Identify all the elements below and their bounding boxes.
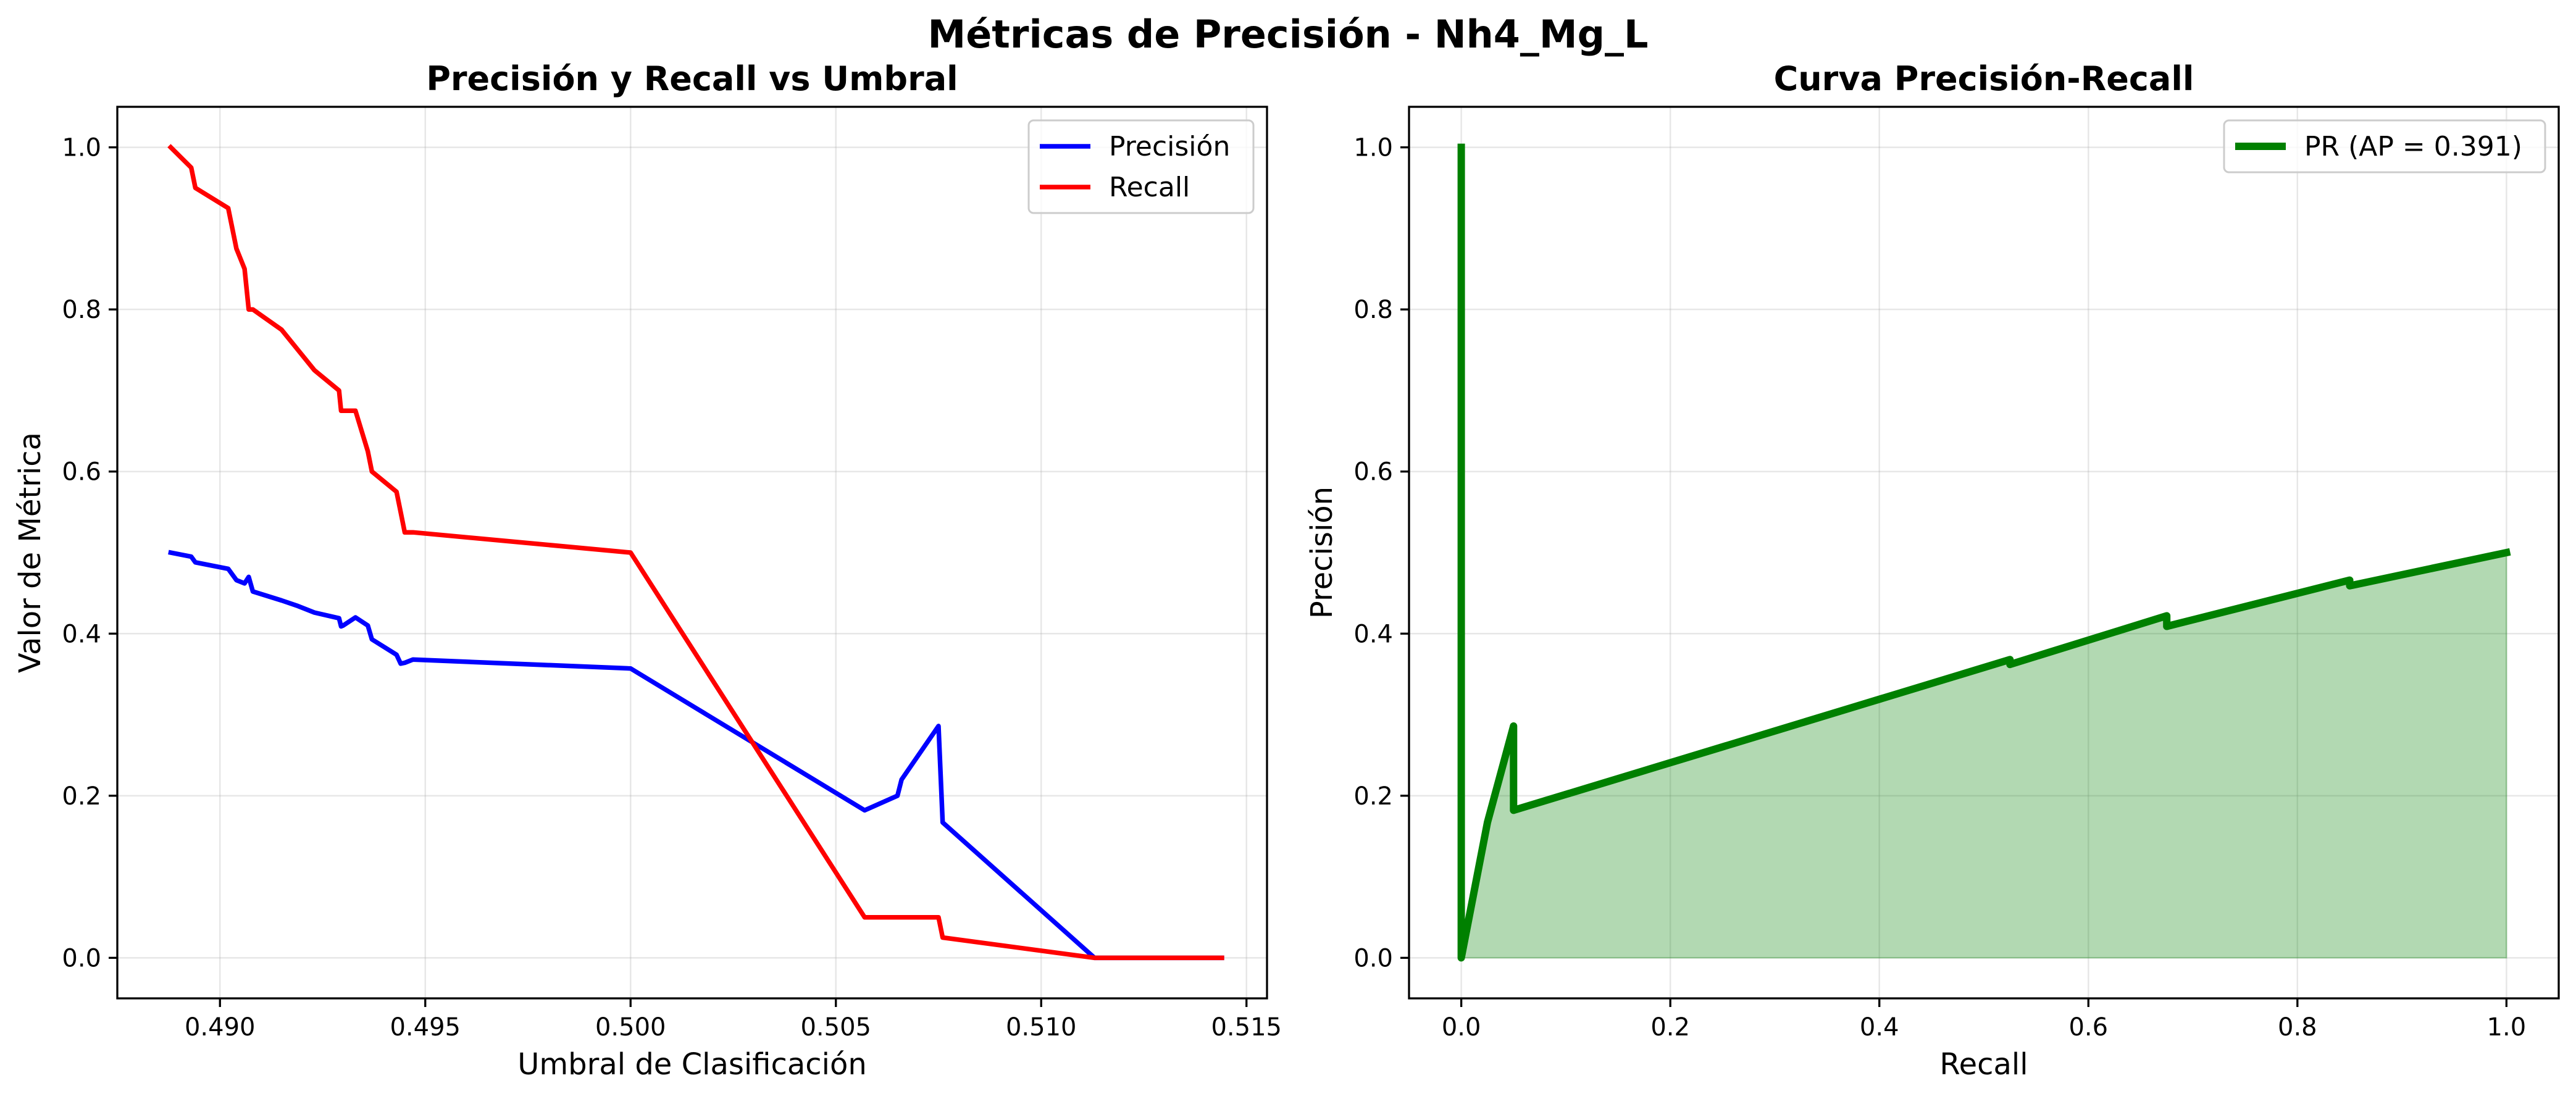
chart-2-x-tick-label: 1.0 xyxy=(2487,1013,2527,1042)
chart-1-x-tick-label: 0.510 xyxy=(1006,1013,1077,1042)
precision-recall-curve-chart: Curva Precisión-Recall 0.0 0.2 0.4 0.6 0.8 1.0… xyxy=(1305,59,2560,1082)
chart-2-x-tick-label: 0.6 xyxy=(2068,1013,2108,1042)
chart-2-x-tick-label: 0.0 xyxy=(1442,1013,1481,1042)
chart-2-series-line-1 xyxy=(1457,143,2511,962)
chart-2-y-tick-label: 0.6 xyxy=(1353,458,1393,487)
figure-title: Métricas de Precisión - Nh4_Mg_L xyxy=(928,12,1649,57)
chart-1-title: Precisión y Recall vs Umbral xyxy=(426,59,958,98)
chart-2-y-tick-label: 0.2 xyxy=(1353,782,1393,811)
chart-1-series-line-1 xyxy=(168,550,1224,961)
chart-1-legend: Precisión Recall xyxy=(1027,119,1255,214)
chart-1-legend-box xyxy=(1027,119,1255,214)
chart-2-legend-label-1: PR (AP = 0.391) xyxy=(2304,131,2522,162)
chart-1-y-tick-label: 0.6 xyxy=(62,458,101,487)
chart-1-x-axis-label: Umbral de Clasificación xyxy=(517,1047,867,1082)
chart-2-axes-frame xyxy=(1408,106,2560,1000)
chart-1-x-tick-label: 0.500 xyxy=(595,1013,666,1042)
chart-2-y-axis-label: Precisión xyxy=(1305,487,1339,619)
chart-2-x-tick-label: 0.2 xyxy=(1650,1013,1690,1042)
chart-2-legend: PR (AP = 0.391) xyxy=(2223,119,2546,173)
chart-1-legend-label-2: Recall xyxy=(1109,172,1190,203)
chart-2-y-tick-label: 0.0 xyxy=(1353,944,1393,972)
chart-2-x-tick-label: 0.8 xyxy=(2278,1013,2317,1042)
chart-2-x-tick-label: 0.4 xyxy=(1860,1013,1899,1042)
chart-1-x-tick-label: 0.515 xyxy=(1211,1013,1282,1042)
chart-1-y-tick-label: 0.0 xyxy=(62,944,101,972)
chart-2-title: Curva Precisión-Recall xyxy=(1774,59,2194,98)
chart-1-y-tick-label: 0.4 xyxy=(62,620,101,648)
chart-2-legend-box xyxy=(2223,119,2546,173)
chart-2-x-axis-label: Recall xyxy=(1939,1047,2028,1082)
chart-1-y-axis-label: Valor de Métrica xyxy=(13,432,48,673)
chart-1-y-tick-label: 0.2 xyxy=(62,782,101,811)
chart-1-legend-label-1: Precisión xyxy=(1109,131,1230,162)
chart-2-y-tick-label: 0.8 xyxy=(1353,296,1393,324)
chart-1-x-tick-label: 0.490 xyxy=(185,1013,256,1042)
chart-1-y-tick-label: 0.8 xyxy=(62,296,101,324)
chart-2-y-tick-label: 0.4 xyxy=(1353,620,1393,648)
chart-1-x-tick-label: 0.505 xyxy=(800,1013,871,1042)
chart-1-y-tick-label: 1.0 xyxy=(62,134,101,162)
precision-recall-threshold-chart: Precisión y Recall vs Umbral 0.490 0.495 0.… xyxy=(13,59,1282,1082)
chart-1-axes-frame xyxy=(116,106,1268,1000)
chart-2-y-tick-label: 1.0 xyxy=(1353,134,1393,162)
chart-1-series-line-2 xyxy=(167,144,1224,961)
chart-1-x-tick-label: 0.495 xyxy=(390,1013,461,1042)
